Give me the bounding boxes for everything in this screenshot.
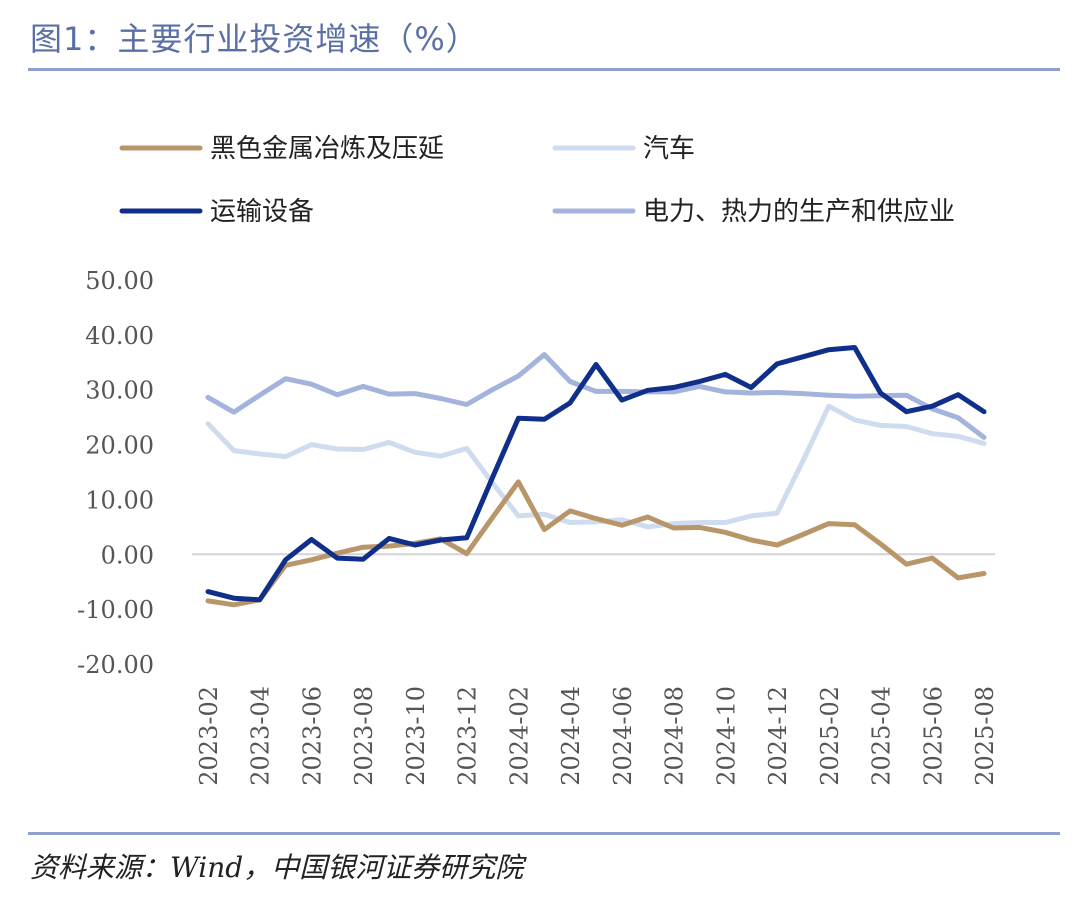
series-line-2: [205, 345, 987, 603]
y-tick-label: 0.00: [101, 541, 154, 569]
source-note: 资料来源：Wind，中国银河证券研究院: [30, 851, 524, 884]
x-tick-label: 2025-06: [919, 686, 947, 786]
legend-label: 运输设备: [210, 197, 314, 227]
y-tick-label: 20.00: [85, 432, 154, 460]
y-axis: 50.00 40.00 30.00 20.00 10.00 0.00 -10.00 -20.0…: [77, 267, 154, 679]
series-line-0: [205, 479, 987, 608]
y-tick-label: 50.00: [85, 267, 154, 295]
series-line-3: [205, 352, 987, 440]
y-tick-label: -20.00: [77, 651, 154, 679]
x-tick-label: 2024-04: [557, 686, 585, 786]
chart-title: 图1：主要行业投资增速（%）: [30, 20, 479, 58]
y-tick-label: 30.00: [85, 377, 154, 405]
y-tick-label: -10.00: [77, 596, 154, 624]
x-tick-label: 2024-06: [609, 686, 637, 786]
legend-label: 汽车: [643, 134, 695, 164]
x-tick-label: 2023-08: [350, 686, 378, 786]
series-group: [205, 345, 987, 608]
x-tick-label: 2023-02: [195, 686, 223, 786]
x-axis: 2023-02 2023-04 2023-06 2023-08 2023-10 2023-…: [195, 686, 999, 786]
x-tick-label: 2024-08: [661, 686, 689, 786]
x-tick-label: 2025-02: [816, 686, 844, 786]
x-tick-label: 2024-02: [505, 686, 533, 786]
x-tick-label: 2025-08: [971, 686, 999, 786]
bottom-divider: [28, 832, 1060, 835]
x-tick-label: 2024-12: [764, 686, 792, 786]
x-tick-label: 2024-10: [712, 686, 740, 786]
x-tick-label: 2023-10: [402, 686, 430, 786]
legend-label: 黑色金属冶炼及压延: [210, 134, 444, 164]
series-line-1: [205, 403, 987, 530]
x-tick-label: 2023-12: [454, 686, 482, 786]
y-tick-label: 10.00: [85, 486, 154, 514]
x-tick-label: 2025-04: [868, 686, 896, 786]
x-tick-label: 2023-06: [298, 686, 326, 786]
x-tick-label: 2023-04: [247, 686, 275, 786]
legend-label: 电力、热力的生产和供应业: [643, 197, 955, 227]
y-tick-label: 40.00: [85, 322, 154, 350]
top-divider: [28, 68, 1060, 71]
